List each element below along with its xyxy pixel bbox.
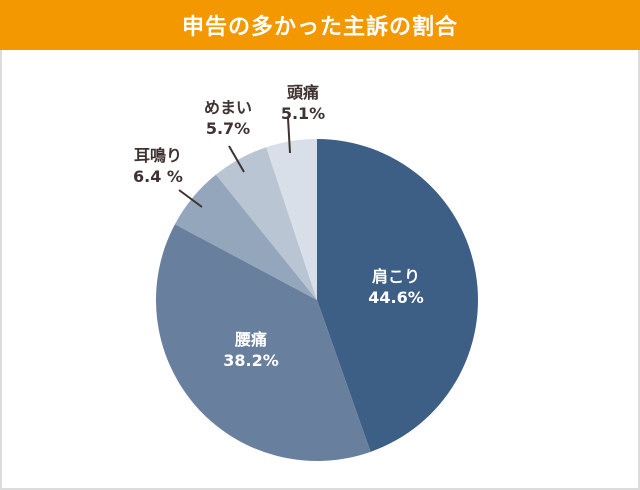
slice-label-youtsuu: 腰痛 xyxy=(235,330,267,349)
pie-slice-miminari xyxy=(174,174,317,300)
chart-title: 申告の多かった主訴の割合 xyxy=(181,15,458,40)
slice-value-zutsuu: 5.1% xyxy=(281,104,325,123)
pie-slice-katakori xyxy=(317,139,479,452)
leader-line-tinnitus xyxy=(178,189,203,208)
pie-slice-memai xyxy=(215,147,317,300)
slice-label-katakori: 肩こり xyxy=(372,267,420,286)
slice-value-youtsuu: 38.2% xyxy=(223,351,279,370)
pie-slice-youtsuu xyxy=(156,224,371,461)
slice-value-memai: 5.7% xyxy=(206,119,250,138)
leader-line-headache xyxy=(287,117,291,154)
pie-slice-zutsuu xyxy=(266,139,317,300)
slice-value-miminari: 6.4 % xyxy=(133,167,183,186)
leader-line-dizziness xyxy=(228,145,245,173)
slice-value-katakori: 44.6% xyxy=(368,288,424,307)
slice-label-zutsuu: 頭痛 xyxy=(287,83,319,102)
slice-label-miminari: 耳鳴り xyxy=(134,146,182,165)
slice-label-memai: めまい xyxy=(204,98,252,117)
chart-header: 申告の多かった主訴の割合 xyxy=(0,0,640,50)
